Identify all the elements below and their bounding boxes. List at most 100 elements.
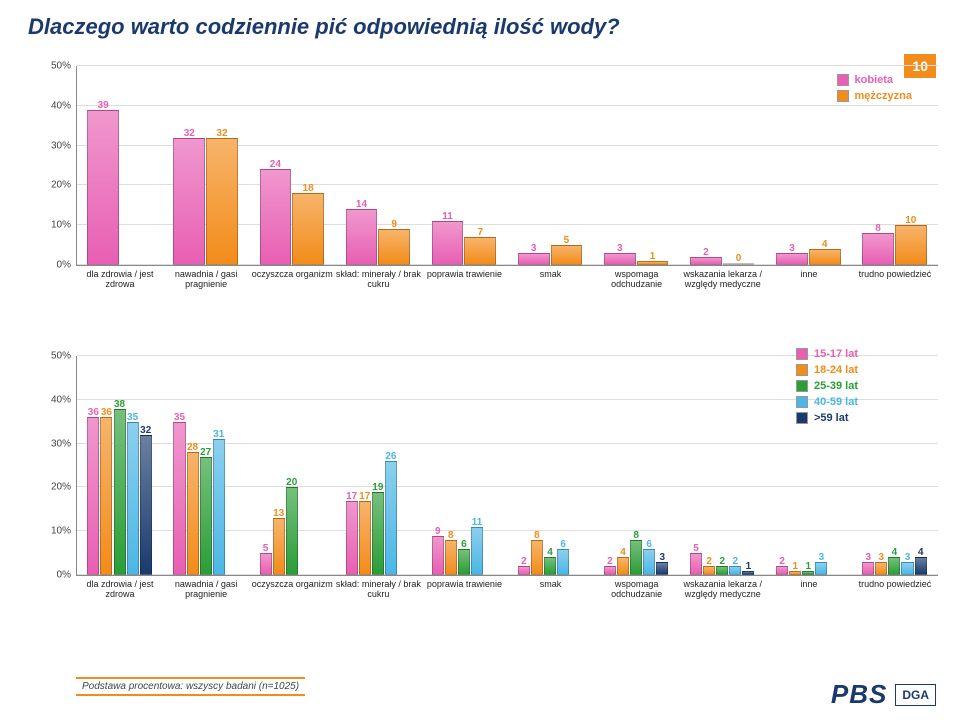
bar-value: 2 — [703, 247, 709, 258]
bar: 36 — [100, 417, 112, 575]
bar-value: 3 — [531, 243, 537, 254]
bar: 8 — [630, 540, 642, 575]
bar-value: 8 — [534, 530, 540, 541]
legend-item: 15-17 lat — [796, 348, 858, 360]
bar: 39 — [87, 110, 119, 265]
bar-group: 149skład: minerały / brak cukru — [335, 66, 421, 265]
bar-group: 3232nawadnia / gasi pragnienie — [163, 66, 249, 265]
y-axis-label: 30% — [51, 438, 71, 449]
bar-value: 2 — [779, 556, 785, 567]
bar-value: 10 — [905, 215, 916, 226]
bar-value: 24 — [270, 159, 281, 170]
logo-pbs: PBS — [831, 679, 887, 710]
bar-group: 31wspomaga odchudzanie — [594, 66, 680, 265]
bar: 4 — [617, 557, 629, 575]
bar-value: 28 — [187, 442, 198, 453]
bar-value: 39 — [98, 100, 109, 111]
bar-value: 2 — [719, 556, 725, 567]
bar: 14 — [346, 209, 378, 265]
logo-dga: DGA — [895, 684, 936, 706]
bar-group: 117poprawia trawienie — [421, 66, 507, 265]
y-axis-label: 50% — [51, 61, 71, 72]
bar: 38 — [114, 409, 126, 575]
bar: 0 — [723, 263, 755, 265]
bar: 1 — [802, 571, 814, 575]
bar-group: 2846smak — [508, 356, 594, 575]
bar-group: 51320oczyszcza organizm — [249, 356, 335, 575]
footer-note: Podstawa procentowa: wszyscy badani (n=1… — [76, 677, 305, 696]
bar: 32 — [140, 435, 152, 575]
bar-value: 3 — [819, 552, 825, 563]
bar-value: 6 — [646, 539, 652, 550]
bar-value: 32 — [184, 128, 195, 139]
legend-swatch — [796, 396, 808, 408]
chart-age: 0%10%20%30%40%50%3636383532dla zdrowia /… — [28, 356, 938, 636]
legend-item: mężczyzna — [837, 90, 912, 102]
bar-group: 52221wskazania lekarza / względy medyczn… — [680, 356, 766, 575]
bar: 17 — [346, 501, 358, 575]
bar: 11 — [471, 527, 483, 575]
category-label: skład: minerały / brak cukru — [335, 269, 421, 290]
legend-label: 40-59 lat — [814, 396, 858, 408]
bar: 3 — [776, 253, 808, 265]
legend-item: 40-59 lat — [796, 396, 858, 408]
bar: 3 — [815, 562, 827, 575]
bar: 3 — [862, 562, 874, 575]
y-axis-label: 40% — [51, 100, 71, 111]
bar-value: 1 — [806, 561, 812, 572]
bar-value: 5 — [263, 543, 269, 554]
bar-value: 35 — [174, 412, 185, 423]
bar-value: 2 — [706, 556, 712, 567]
bar-value: 3 — [905, 552, 911, 563]
bar-value: 13 — [273, 508, 284, 519]
bar: 19 — [372, 492, 384, 575]
bar-value: 17 — [359, 491, 370, 502]
bar: 8 — [531, 540, 543, 575]
category-label: poprawia trawienie — [421, 269, 507, 279]
category-label: oczyszcza organizm — [249, 269, 335, 279]
page-title: Dlaczego warto codziennie pić odpowiedni… — [0, 0, 960, 40]
bar: 8 — [445, 540, 457, 575]
bar-value: 4 — [620, 547, 626, 558]
bar: 5 — [690, 553, 702, 575]
category-label: inne — [766, 579, 852, 589]
bar-value: 3 — [617, 243, 623, 254]
bar: 1 — [637, 261, 669, 265]
y-axis-label: 10% — [51, 526, 71, 537]
bar: 2 — [703, 566, 715, 575]
bar-value: 5 — [693, 543, 699, 554]
category-label: dla zdrowia / jest zdrowa — [77, 269, 163, 290]
legend-swatch — [796, 364, 808, 376]
y-axis-label: 50% — [51, 351, 71, 362]
legend-swatch — [796, 412, 808, 424]
bar-group: 3636383532dla zdrowia / jest zdrowa — [77, 356, 163, 575]
bar-value: 8 — [448, 530, 454, 541]
bar: 17 — [359, 501, 371, 575]
bar-value: 20 — [286, 477, 297, 488]
bar: 4 — [809, 249, 841, 265]
legend-swatch — [837, 90, 849, 102]
bar-value: 9 — [391, 219, 397, 230]
bar: 31 — [213, 439, 225, 575]
bar-value: 2 — [733, 556, 739, 567]
bar: 18 — [292, 193, 324, 265]
y-axis-label: 40% — [51, 394, 71, 405]
bar-value: 14 — [356, 199, 367, 210]
bar-value: 3 — [789, 243, 795, 254]
legend-label: 25-39 lat — [814, 380, 858, 392]
legend-swatch — [796, 380, 808, 392]
bar-value: 18 — [303, 183, 314, 194]
bar: 5 — [260, 553, 272, 575]
bar-value: 6 — [461, 539, 467, 550]
bar-value: 1 — [650, 251, 656, 262]
bar: 10 — [895, 225, 927, 265]
bar-value: 4 — [892, 547, 898, 558]
legend-item: >59 lat — [796, 412, 858, 424]
bar-value: 7 — [478, 227, 484, 238]
bar-value: 4 — [918, 547, 924, 558]
legend-label: >59 lat — [814, 412, 849, 424]
bar: 1 — [742, 571, 754, 575]
bar-value: 3 — [660, 552, 666, 563]
bar: 2 — [716, 566, 728, 575]
category-label: trudno powiedzieć — [852, 269, 938, 279]
